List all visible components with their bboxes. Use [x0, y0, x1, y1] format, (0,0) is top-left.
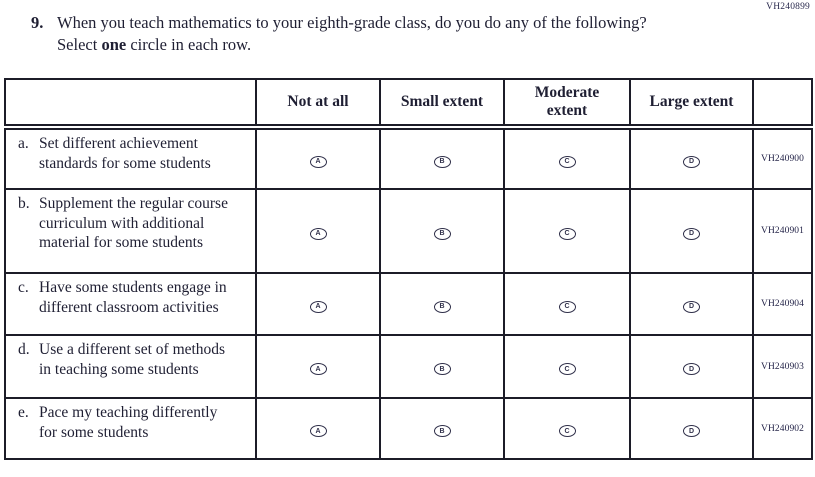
- header-moderate-extent-label: Moderate extent: [534, 84, 600, 119]
- row-stem: b. Supplement the regular course curricu…: [4, 188, 257, 274]
- question-block: 9. When you teach mathematics to your ei…: [31, 12, 691, 56]
- row-text: Pace my teaching differently for some st…: [39, 404, 218, 441]
- option-bubble-d[interactable]: D: [683, 363, 700, 375]
- option-cell: A: [255, 188, 381, 274]
- row-text: Supplement the regular course curriculum…: [39, 195, 228, 252]
- row-stem: c. Have some students engage in differen…: [4, 272, 257, 336]
- row-stem: e. Pace my teaching differently for some…: [4, 397, 257, 460]
- option-cell: B: [379, 334, 505, 399]
- option-cell: D: [629, 334, 754, 399]
- row-text: Use a different set of methods in teachi…: [39, 341, 226, 378]
- option-bubble-b[interactable]: B: [433, 425, 451, 437]
- option-bubble-b[interactable]: B: [433, 300, 451, 313]
- header-empty-code: [752, 78, 813, 130]
- row-letter: b.: [18, 195, 30, 212]
- form-code: VH240899: [766, 2, 810, 12]
- header-empty-stem: [4, 78, 257, 130]
- option-cell: B: [379, 188, 505, 274]
- row-code: VH240902: [752, 397, 813, 460]
- option-bubble-d[interactable]: D: [683, 227, 700, 240]
- header-moderate-extent: Moderate extent: [503, 78, 631, 130]
- row-letter: d.: [18, 341, 30, 358]
- option-bubble-c[interactable]: C: [558, 300, 576, 313]
- row-code: VH240903: [752, 334, 813, 399]
- row-stem: d. Use a different set of methods in tea…: [4, 334, 257, 399]
- option-bubble-c[interactable]: C: [558, 155, 576, 168]
- question-bold-word: one: [101, 34, 127, 54]
- option-bubble-c[interactable]: C: [558, 363, 576, 375]
- option-bubble-a[interactable]: A: [309, 363, 327, 375]
- option-bubble-c[interactable]: C: [558, 425, 576, 437]
- row-code: VH240900: [752, 126, 813, 190]
- row-stem: a. Set different achievement standards f…: [4, 126, 257, 190]
- option-cell: D: [629, 397, 754, 460]
- option-cell: B: [379, 397, 505, 460]
- response-table: Not at all Small extent Moderate extent …: [4, 78, 813, 460]
- header-not-at-all: Not at all: [255, 78, 381, 130]
- row-text: Have some students engage in different c…: [39, 279, 227, 316]
- option-cell: B: [379, 272, 505, 336]
- option-bubble-c[interactable]: C: [558, 227, 576, 240]
- header-row: Not at all Small extent Moderate extent …: [4, 78, 813, 130]
- option-cell: D: [629, 188, 754, 274]
- option-cell: C: [503, 397, 631, 460]
- option-cell: C: [503, 272, 631, 336]
- option-bubble-d[interactable]: D: [683, 155, 700, 168]
- row-code: VH240901: [752, 188, 813, 274]
- option-cell: C: [503, 188, 631, 274]
- option-bubble-b[interactable]: B: [433, 363, 451, 375]
- question-text-part: When you teach mathematics to your eight…: [57, 13, 647, 54]
- option-bubble-b[interactable]: B: [433, 227, 451, 240]
- row-text: Set different achievement standards for …: [39, 135, 211, 172]
- option-bubble-a[interactable]: A: [309, 227, 327, 240]
- option-cell: B: [379, 126, 505, 190]
- option-cell: D: [629, 126, 754, 190]
- header-small-extent: Small extent: [379, 78, 505, 130]
- option-bubble-a[interactable]: A: [309, 300, 327, 313]
- option-bubble-d[interactable]: D: [683, 300, 700, 313]
- question-number: 9.: [31, 13, 44, 32]
- option-cell: C: [503, 126, 631, 190]
- question-text: When you teach mathematics to your eight…: [57, 12, 691, 56]
- option-cell: A: [255, 126, 381, 190]
- table-row: d. Use a different set of methods in tea…: [4, 334, 813, 399]
- option-bubble-a[interactable]: A: [309, 425, 327, 437]
- option-cell: A: [255, 334, 381, 399]
- option-bubble-a[interactable]: A: [309, 155, 327, 168]
- table-row: b. Supplement the regular course curricu…: [4, 188, 813, 274]
- option-cell: C: [503, 334, 631, 399]
- row-letter: c.: [18, 279, 29, 296]
- row-code: VH240904: [752, 272, 813, 336]
- table-row: c. Have some students engage in differen…: [4, 272, 813, 336]
- option-cell: A: [255, 272, 381, 336]
- option-bubble-d[interactable]: D: [683, 425, 700, 437]
- row-letter: a.: [18, 135, 29, 152]
- table-row: e. Pace my teaching differently for some…: [4, 397, 813, 460]
- option-bubble-b[interactable]: B: [433, 155, 451, 168]
- question-text-part: circle in each row.: [126, 34, 252, 54]
- option-cell: D: [629, 272, 754, 336]
- row-letter: e.: [18, 404, 29, 421]
- header-large-extent: Large extent: [629, 78, 754, 130]
- table-row: a. Set different achievement standards f…: [4, 126, 813, 190]
- option-cell: A: [255, 397, 381, 460]
